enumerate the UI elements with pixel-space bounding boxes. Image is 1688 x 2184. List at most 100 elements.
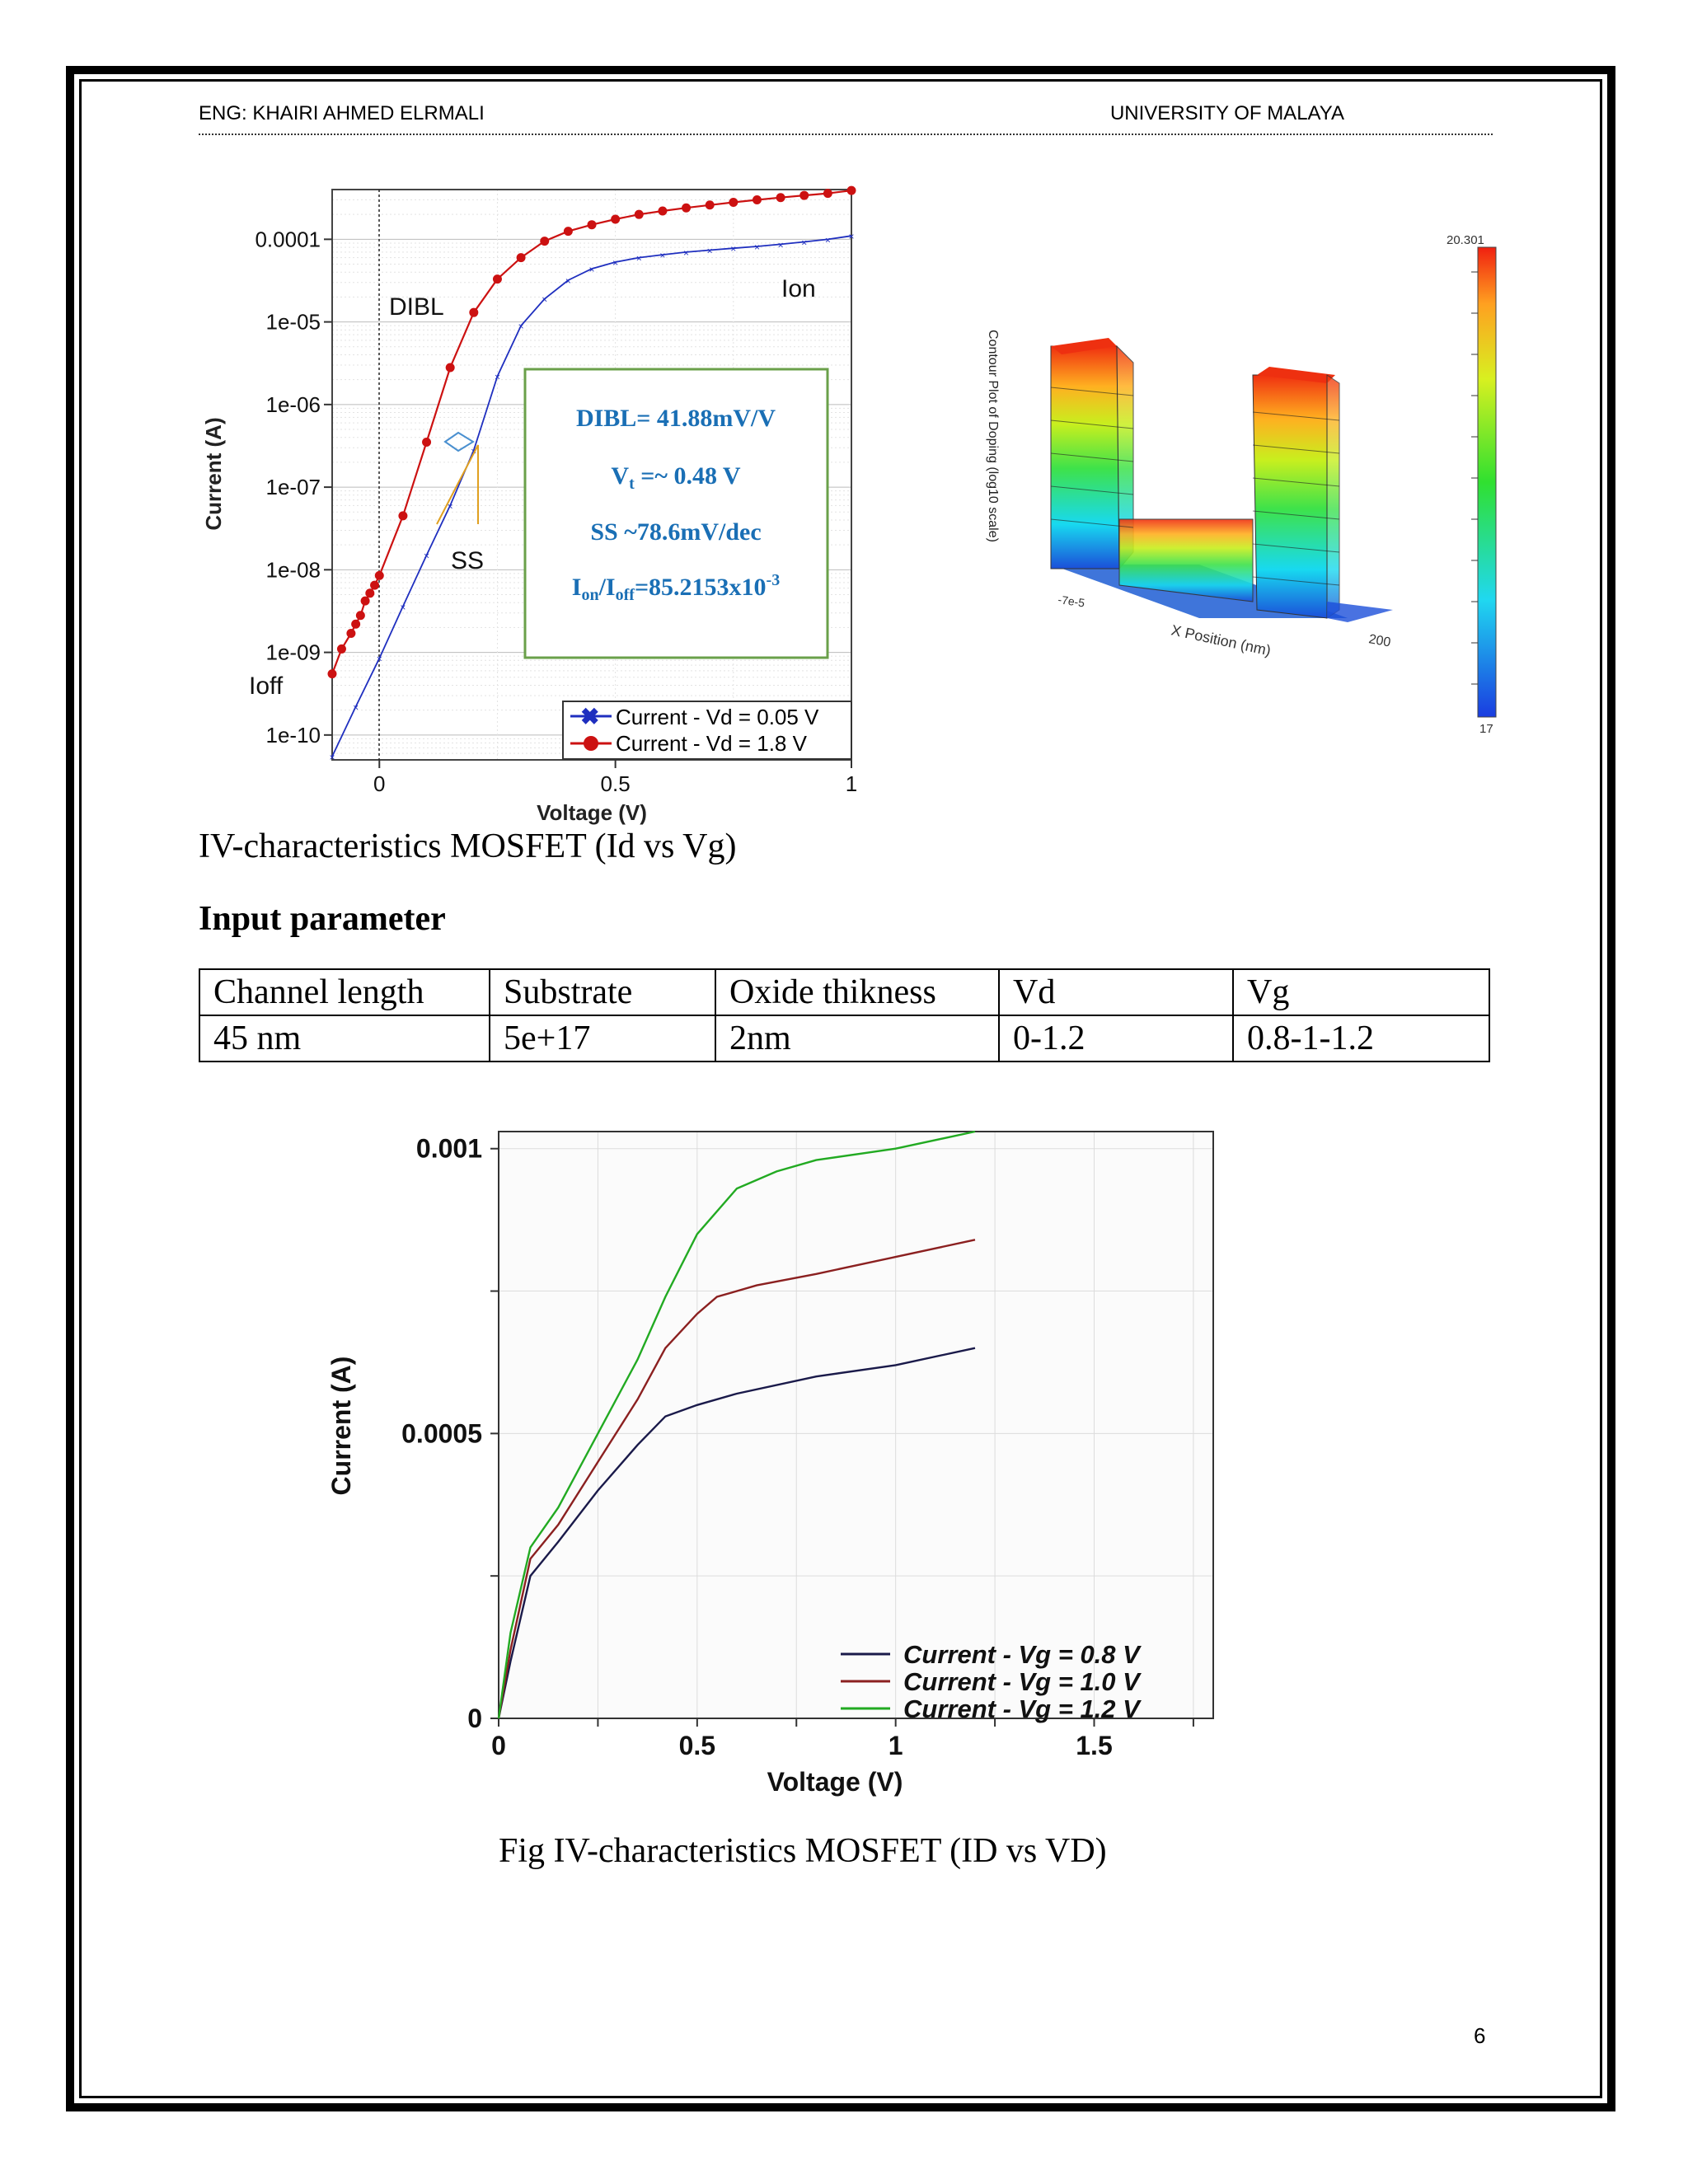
- doping-right-pillar-top: [1257, 367, 1335, 383]
- doping-contour-lines: [1050, 387, 1340, 586]
- chart1-y-tick-label: 1e-10: [266, 723, 321, 748]
- chart2-legend-label: Current - Vg = 1.2 V: [903, 1694, 1142, 1723]
- chart1-point-vd18: [327, 669, 337, 679]
- page-header: ENG: KHAIRI AHMED ELRMALI UNIVERSITY OF …: [199, 101, 1493, 135]
- page-number: 6: [1474, 2023, 1486, 2048]
- chart1-point-vd005: ×: [448, 500, 453, 512]
- chart2-y-tick-label: 0: [467, 1704, 482, 1733]
- chart1-point-vd18: [469, 307, 479, 317]
- result-ratio-on: on: [581, 586, 598, 604]
- result-ratio: Ion/Ioff=85.2153x10-3: [572, 571, 780, 604]
- doping-channel: [1118, 518, 1254, 602]
- doping-right-pillar-front: [1252, 374, 1328, 619]
- param-header-substrate: Substrate: [489, 968, 716, 1016]
- chart2-y-axis-label: Current (A): [326, 1357, 356, 1496]
- annotation-dibl: DIBL: [389, 293, 444, 321]
- result-vt-main: V: [611, 462, 629, 490]
- chart1-point-vd005: ×: [612, 257, 618, 269]
- chart1-point-vd005: ×: [377, 654, 382, 665]
- chart2-x-tick-label: 1: [889, 1731, 903, 1760]
- chart1-x-tick-label: 1: [846, 771, 857, 796]
- chart1-y-ticks: 0.0001 1e-05 1e-06 1e-07 1e-08 1e-09 1e-10: [255, 227, 332, 748]
- result-ratio-off: off: [616, 586, 635, 604]
- dibl-marker: [443, 431, 475, 452]
- param-header-vd: Vd: [998, 968, 1234, 1016]
- result-dibl: DIBL= 41.88mV/V: [576, 405, 776, 432]
- chart1-point-vd18: [336, 644, 346, 654]
- chart1-point-vd005: ×: [801, 237, 807, 249]
- chart1-point-vd18: [729, 198, 738, 208]
- result-ss: SS ~78.6mV/dec: [590, 518, 761, 546]
- chart1-point-vd18: [492, 274, 502, 284]
- result-vt-sub: t: [629, 475, 635, 493]
- result-ratio-i: I: [572, 574, 582, 601]
- chart2-x-axis-label: Voltage (V): [767, 1767, 903, 1797]
- chart1-point-vd005: ×: [565, 275, 571, 287]
- chart2-x-ticks: 0 0.5 1 1.5: [491, 1718, 1194, 1760]
- chart2-series-line-0: [497, 1347, 976, 1719]
- chart2-legend-label: Current - Vg = 1.0 V: [903, 1667, 1142, 1696]
- chart1-point-vd18: [563, 227, 573, 237]
- chart1-point-vd18: [587, 220, 597, 230]
- chart1-x-tick-label: 0: [373, 771, 385, 796]
- chart1-x-tick-label: 0.5: [601, 771, 631, 796]
- chart1-point-vd18: [705, 200, 715, 210]
- param-value-substrate: 5e+17: [489, 1015, 716, 1062]
- chart1-point-vd005: ×: [730, 243, 736, 255]
- figure2-caption: Fig IV-characteristics MOSFET (ID vs VD): [499, 1832, 1107, 1870]
- results-box: [523, 368, 829, 659]
- chart1-point-vd18: [658, 206, 668, 216]
- result-vt: Vt =~ 0.48 V: [611, 462, 740, 493]
- svg-text:✖: ✖: [580, 704, 599, 729]
- chart2-x-tick-label: 1.5: [1076, 1731, 1112, 1760]
- chart1-point-vd18: [823, 189, 832, 199]
- chart1-y-tick-label: 1e-09: [266, 640, 321, 665]
- chart2-series-line-2: [497, 1130, 976, 1719]
- figure1-caption: IV-characteristics MOSFET (Id vs Vg): [199, 827, 737, 865]
- chart1-point-vd18: [351, 619, 361, 629]
- chart1-point-vd005: ×: [518, 321, 524, 332]
- doping-axis-title: Contour Plot of Doping (log10 scale): [986, 330, 1000, 542]
- chart1-series: × × × × × × × × × × × × × × × × × × × × × × ×: [327, 185, 856, 763]
- chart1-y-tick-label: 0.0001: [255, 227, 321, 251]
- chart1-legend-label-0: Current - Vd = 0.05 V: [616, 705, 819, 729]
- doping-left-pillar-front: [1050, 345, 1120, 569]
- result-ratio-val: =85.2153x10: [635, 574, 767, 601]
- chart1-point-vd005: ×: [707, 245, 713, 256]
- chart1-point-vd005: ×: [424, 551, 429, 562]
- chart1-y-tick-label: 1e-05: [266, 310, 321, 335]
- parameters-title: Input parameter: [199, 900, 446, 938]
- chart1-point-vd005: ×: [659, 250, 665, 261]
- param-header-vg: Vg: [1232, 968, 1490, 1016]
- doping-x-tick-left: -7e-5: [1057, 593, 1086, 609]
- parameters-value-row: 45 nm 5e+17 2nm 0-1.2 0.8-1-1.2: [199, 1015, 1490, 1062]
- chart1-y-tick-label: 1e-08: [266, 557, 321, 582]
- param-value-vg: 0.8-1-1.2: [1232, 1015, 1490, 1062]
- chart1-point-vd18: [611, 214, 621, 224]
- doping-contour-plot: Contour Plot of Doping (log10 scale) -7e…: [986, 233, 1497, 736]
- chart2-background: [499, 1132, 1213, 1718]
- chart1-point-vd18: [516, 253, 526, 263]
- chart2-y-tick-label: 0.0005: [401, 1418, 482, 1448]
- chart1-point-vd18: [374, 570, 384, 580]
- chart1-point-vd005: ×: [683, 247, 689, 259]
- parameters-header-row: Channel length Substrate Oxide thikness …: [199, 968, 1490, 1016]
- ss-triangle: [436, 444, 479, 525]
- chart1-point-vd005: ×: [848, 231, 854, 242]
- colorbar-ticks: [1471, 271, 1478, 685]
- chart1-point-vd18: [776, 193, 785, 203]
- doping-left-pillar-top: [1051, 338, 1117, 354]
- chart1-y-tick-label: 1e-06: [266, 392, 321, 417]
- page-border-inner: [79, 79, 1602, 2098]
- annotation-ioff: Ioff: [249, 673, 284, 700]
- chart1-point-vd18: [365, 588, 375, 598]
- chart1-point-vd005: ×: [495, 372, 500, 383]
- result-ratio-exp: -3: [767, 571, 781, 589]
- chart2-series-line-1: [497, 1239, 976, 1719]
- doping-floor-edge: [1327, 602, 1393, 622]
- chart1-point-vd005: ×: [400, 602, 406, 613]
- chart1-point-vd005: ×: [636, 253, 642, 265]
- chart2-x-tick-label: 0.5: [679, 1731, 715, 1760]
